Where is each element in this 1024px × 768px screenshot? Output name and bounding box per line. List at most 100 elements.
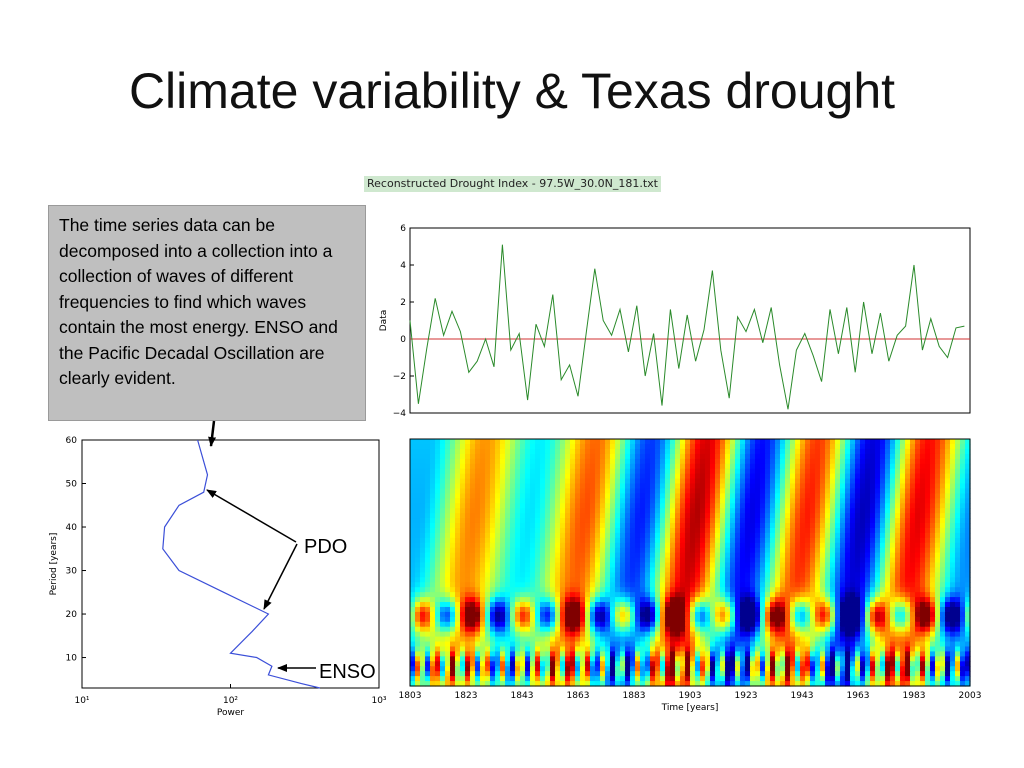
heatmap-cell bbox=[515, 562, 521, 569]
heatmap-cell bbox=[415, 651, 421, 657]
heatmap-cell bbox=[675, 478, 681, 485]
heatmap-cell bbox=[870, 439, 876, 445]
heatmap-cell bbox=[425, 631, 431, 638]
heatmap-cell bbox=[560, 527, 566, 534]
heatmap-cell bbox=[500, 488, 506, 494]
heatmap-cell bbox=[820, 537, 826, 544]
heatmap-cell bbox=[480, 488, 486, 494]
heatmap-cell bbox=[530, 626, 536, 633]
heatmap-cell bbox=[620, 537, 626, 544]
heatmap-cell bbox=[540, 522, 546, 529]
heatmap-cell bbox=[515, 611, 521, 618]
heatmap-cell bbox=[860, 602, 866, 608]
heatmap-cell bbox=[930, 646, 936, 653]
heatmap-cell bbox=[505, 572, 511, 578]
heatmap-cell bbox=[745, 473, 751, 480]
heatmap-cell bbox=[620, 542, 626, 549]
heatmap-cell bbox=[655, 493, 661, 499]
heatmap-cell bbox=[670, 641, 676, 648]
heatmap-cell bbox=[470, 542, 476, 549]
heatmap-cell bbox=[550, 532, 556, 539]
heatmap-cell bbox=[880, 631, 886, 638]
heatmap-cell bbox=[455, 508, 461, 514]
heatmap-cell bbox=[945, 592, 951, 598]
heatmap-cell bbox=[665, 439, 671, 445]
heatmap-cell bbox=[760, 532, 766, 539]
heatmap-cell bbox=[835, 498, 841, 504]
heatmap-cell bbox=[630, 606, 636, 613]
heatmap-cell bbox=[450, 458, 456, 465]
heatmap-cell bbox=[650, 453, 656, 460]
heatmap-cell bbox=[865, 611, 871, 618]
heatmap-cell bbox=[955, 453, 961, 460]
heatmap-cell bbox=[690, 592, 696, 598]
heatmap-cell bbox=[780, 547, 786, 554]
heatmap-cell bbox=[660, 508, 666, 514]
heatmap-cell bbox=[920, 651, 926, 657]
heatmap-cell bbox=[690, 468, 696, 475]
heatmap-cell bbox=[940, 513, 946, 519]
heatmap-cell bbox=[885, 547, 891, 554]
heatmap-cell bbox=[670, 542, 676, 549]
heatmap-cell bbox=[510, 547, 516, 554]
heatmap-cell bbox=[715, 503, 721, 509]
heatmap-cell bbox=[760, 537, 766, 544]
heatmap-cell bbox=[545, 508, 551, 514]
heatmap-cell bbox=[430, 577, 436, 583]
heatmap-cell bbox=[740, 567, 746, 573]
heatmap-cell bbox=[520, 651, 526, 657]
heatmap-cell bbox=[690, 621, 696, 628]
heatmap-cell bbox=[550, 567, 556, 573]
heatmap-cell bbox=[855, 537, 861, 544]
heatmap-cell bbox=[665, 587, 671, 593]
heatmap-cell bbox=[870, 636, 876, 643]
heatmap-cell bbox=[550, 542, 556, 549]
heatmap-cell bbox=[515, 532, 521, 539]
heatmap-cell bbox=[410, 542, 416, 549]
heatmap-cell bbox=[495, 626, 501, 633]
heatmap-cell bbox=[900, 572, 906, 578]
heatmap-cell bbox=[480, 532, 486, 539]
heatmap-cell bbox=[885, 522, 891, 529]
heatmap-cell bbox=[590, 631, 596, 638]
heatmap-cell bbox=[485, 478, 491, 485]
heatmap-cell bbox=[680, 448, 686, 455]
heatmap-cell bbox=[435, 522, 441, 529]
heatmap-cell bbox=[710, 641, 716, 648]
heatmap-cell bbox=[885, 606, 891, 613]
heatmap-cell bbox=[590, 448, 596, 455]
heatmap-cell bbox=[660, 641, 666, 648]
heatmap-cell bbox=[495, 572, 501, 578]
heatmap-cell bbox=[680, 616, 686, 623]
heatmap-cell bbox=[635, 552, 641, 559]
heatmap-cell bbox=[625, 636, 631, 643]
heatmap-cell bbox=[630, 636, 636, 643]
heatmap-cell bbox=[930, 518, 936, 524]
heatmap-cell bbox=[635, 631, 641, 638]
heatmap-cell bbox=[445, 592, 451, 598]
heatmap-cell bbox=[670, 611, 676, 618]
heatmap-cell bbox=[515, 597, 521, 603]
heatmap-cell bbox=[455, 453, 461, 460]
heatmap-cell bbox=[765, 498, 771, 504]
heatmap-cell bbox=[700, 582, 706, 588]
heatmap-cell bbox=[700, 463, 706, 470]
heatmap-cell bbox=[735, 503, 741, 509]
file-caption: Reconstructed Drought Index - 97.5W_30.0… bbox=[364, 176, 661, 192]
heatmap-cell bbox=[875, 602, 881, 608]
heatmap-cell bbox=[425, 483, 431, 489]
heatmap-cell bbox=[575, 498, 581, 504]
heatmap-cell bbox=[425, 547, 431, 554]
heatmap-cell bbox=[935, 483, 941, 489]
heatmap-cell bbox=[880, 473, 886, 480]
heatmap-cell bbox=[430, 636, 436, 643]
heatmap-cell bbox=[545, 448, 551, 455]
heatmap-cell bbox=[475, 483, 481, 489]
heatmap-cell bbox=[755, 473, 761, 480]
heatmap-cell bbox=[445, 542, 451, 549]
power-xtick-label: 10¹ bbox=[74, 696, 89, 706]
heatmap-cell bbox=[845, 582, 851, 588]
heatmap-cell bbox=[510, 532, 516, 539]
heatmap-cell bbox=[835, 463, 841, 470]
heatmap-cell bbox=[905, 626, 911, 633]
